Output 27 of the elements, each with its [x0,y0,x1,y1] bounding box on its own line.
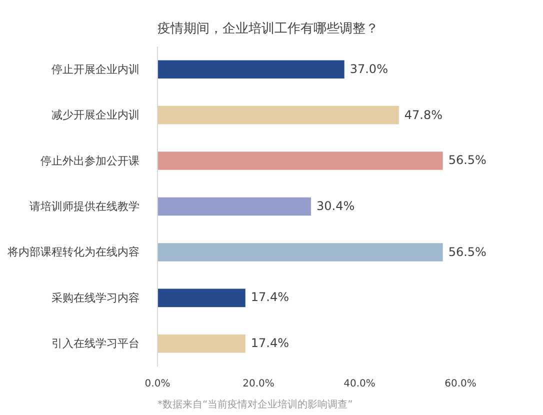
y-tick-label: 引入在线学习平台 [52,337,140,350]
data-label: 56.5% [448,244,486,259]
data-label: 17.4% [250,336,289,350]
bar [158,197,312,216]
chart-title: 疫情期间，企业培训工作有哪些调整？ [158,22,378,36]
bar [158,152,443,170]
x-tick-label: 40.0% [344,378,376,390]
bar [158,60,344,78]
y-tick-label: 采购在线学习内容 [52,291,140,304]
data-label: 56.5% [448,153,486,168]
y-tick-label: 将内部课程转化为在线内容 [6,246,140,259]
x-tick-label: 0.0% [144,378,170,390]
bar [158,243,443,262]
y-tick-label: 请培训师提供在线教学 [30,200,140,213]
x-tick-label: 60.0% [444,378,476,390]
data-label: 30.4% [316,199,355,213]
bar [158,106,399,124]
bar [158,288,246,308]
data-label: 47.8% [404,108,442,122]
text: *数据来自“当前疫情对企业培训的影响调查” [158,398,353,410]
y-tick-label: 减少开展企业内训 [52,108,140,122]
y-tick-label: 停止开展企业内训 [52,62,140,76]
bar [158,334,246,353]
data-label: 17.4% [250,290,289,304]
data-label: 37.0% [350,62,388,76]
y-tick-label: 停止外出参加公开课 [40,154,140,168]
x-tick-label: 20.0% [242,378,274,390]
